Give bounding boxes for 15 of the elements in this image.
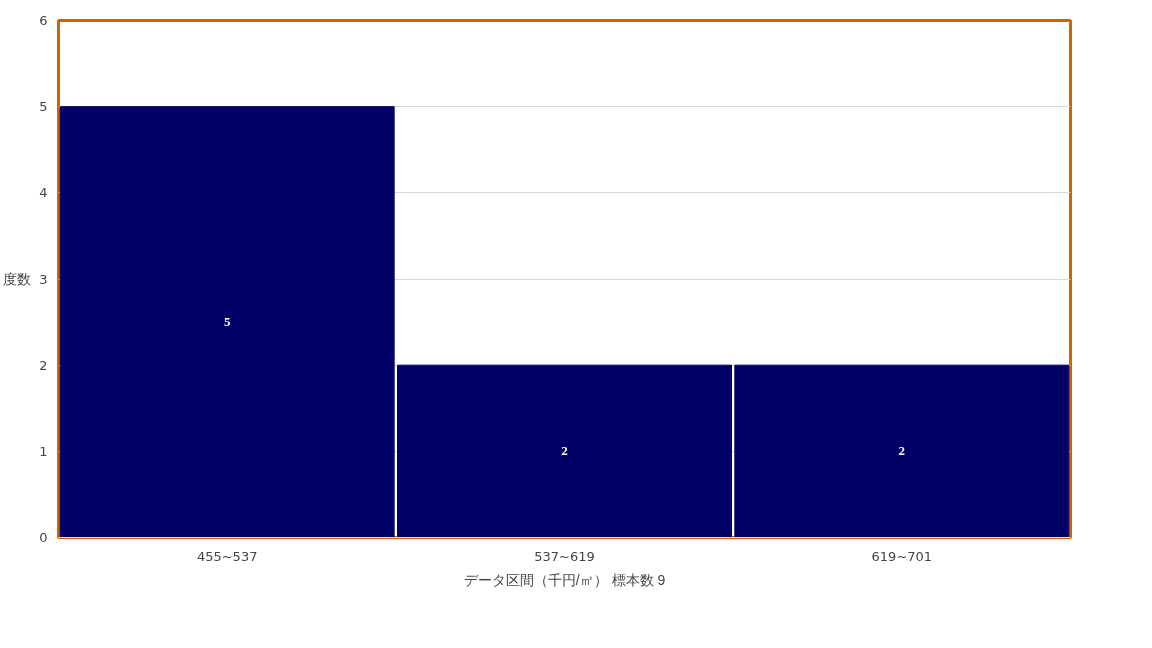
y-tick-label: 0 [39,530,48,545]
x-tick-label: 537~619 [534,548,595,564]
data-label: 2 [561,443,568,459]
y-tick-label: 4 [39,185,48,201]
x-tick-label: 619~701 [871,548,933,564]
y-tick-label: 3 [39,271,48,287]
y-axis-title: 度数 [3,271,32,287]
y-tick-label: 1 [39,443,48,459]
data-label: 2 [898,443,906,459]
x-tick-label: 455~537 [196,548,258,564]
y-tick-label: 2 [39,357,48,373]
data-label: 5 [223,314,231,330]
y-tick-label: 6 [39,13,48,28]
x-axis-title: データ区間（千円/㎡） 標本数 9 [463,571,666,588]
y-tick-label: 5 [39,99,48,115]
